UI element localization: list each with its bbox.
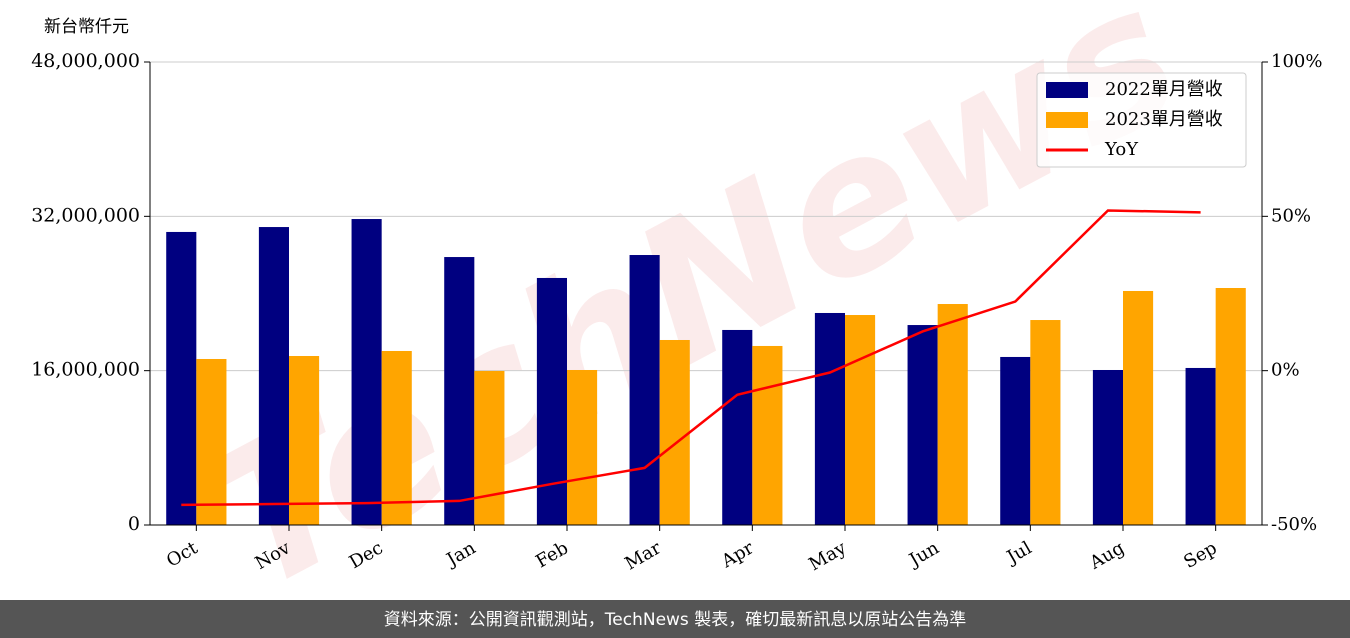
bar (289, 356, 320, 525)
bar (351, 219, 382, 525)
y2-tick-label: 100% (1271, 51, 1322, 72)
bar (629, 255, 660, 525)
x-tick-label: Oct (163, 537, 202, 572)
bar (1000, 356, 1031, 525)
y-tick-label: 32,000,000 (31, 204, 140, 226)
bar (907, 325, 938, 525)
legend-label: YoY (1104, 139, 1139, 160)
bar (258, 227, 289, 525)
bar (196, 358, 227, 525)
x-tick-label: Aug (1085, 537, 1128, 574)
bar (474, 370, 505, 525)
bar (1185, 367, 1216, 525)
bar (166, 231, 197, 525)
y-tick-label: 16,000,000 (31, 359, 140, 381)
bar (1030, 320, 1061, 525)
bar (659, 339, 690, 525)
bar (444, 257, 475, 525)
bar (937, 304, 968, 525)
x-tick-label: Sep (1180, 537, 1220, 572)
y2-tick-label: 50% (1271, 205, 1311, 226)
legend-label: 2023單月營收 (1105, 109, 1223, 130)
bar (1123, 290, 1154, 525)
bar (845, 315, 876, 525)
legend-label: 2022單月營收 (1105, 79, 1223, 100)
line (181, 209, 1201, 507)
y-tick-label: 0 (128, 513, 140, 535)
x-tick-label: Apr (717, 537, 757, 572)
y2-tick-label: -50% (1271, 514, 1317, 535)
bar (752, 345, 783, 525)
bar (1215, 288, 1246, 525)
source-note: 資料來源：公開資訊觀測站，TechNews 製表，確切最新訊息以原站公告為準 (384, 610, 966, 630)
legend-box (1036, 72, 1247, 168)
bar (381, 350, 412, 525)
x-tick-label: May (805, 537, 850, 575)
legend-swatch (1046, 82, 1088, 98)
bar (567, 369, 598, 525)
x-tick-label: Jun (904, 537, 943, 572)
legend-swatch (1046, 112, 1088, 128)
y-tick-label: 48,000,000 (31, 50, 140, 72)
x-tick-label: Jul (1002, 537, 1036, 569)
bar (814, 312, 845, 525)
x-tick-label: Mar (621, 537, 665, 574)
bar (722, 329, 753, 525)
x-tick-label: Feb (532, 537, 572, 572)
bar (536, 277, 567, 525)
footer-bar (0, 600, 1350, 638)
y-axis-label: 新台幣仟元 (44, 17, 129, 37)
bar (1092, 369, 1123, 525)
y2-tick-label: 0% (1271, 360, 1300, 381)
